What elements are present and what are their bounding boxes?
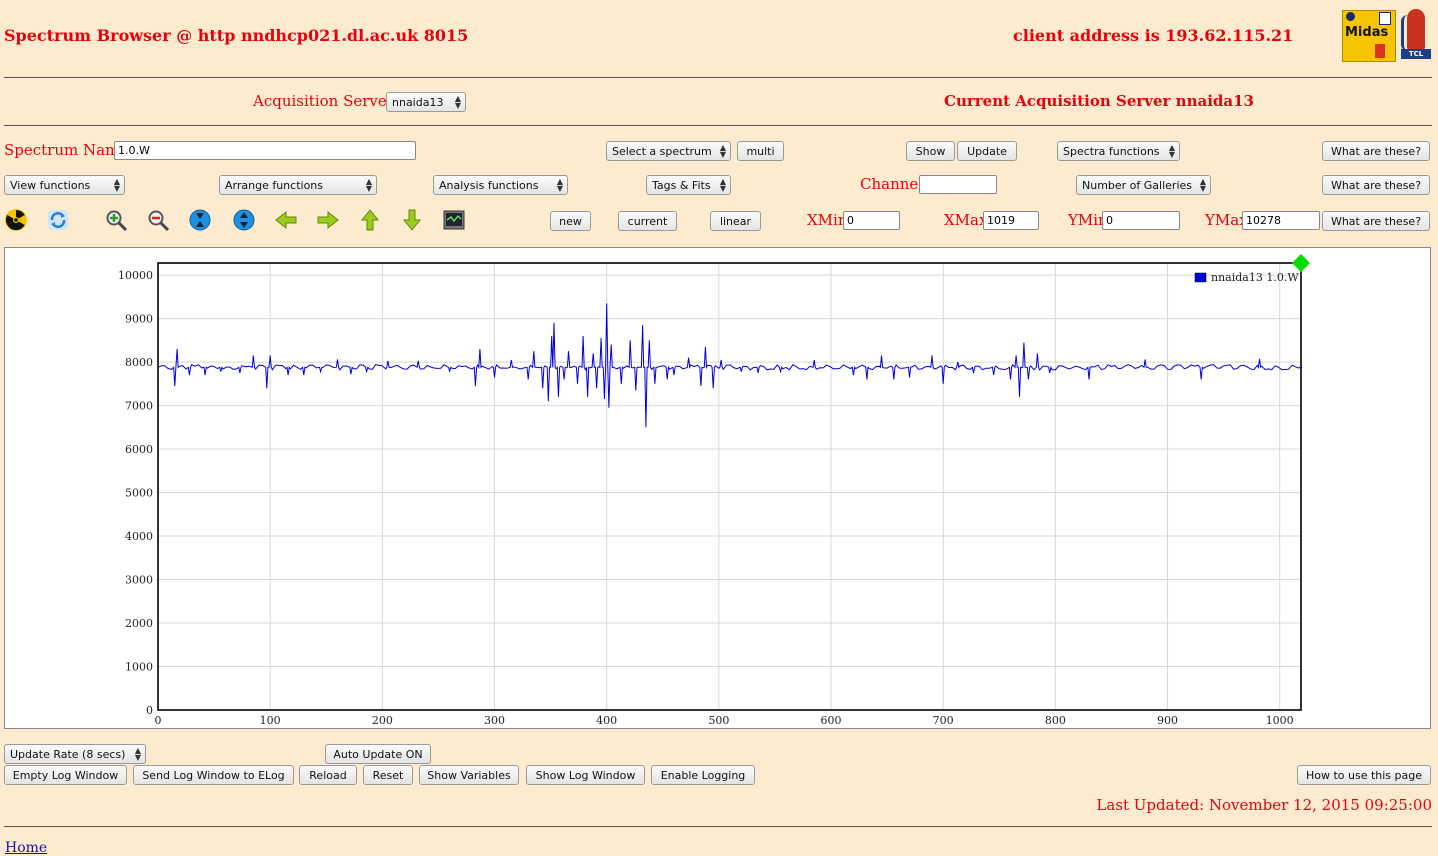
chevron-updown-icon: ▲ ▼ (1168, 143, 1175, 159)
show-variables-button[interactable]: Show Variables (419, 765, 519, 785)
channel-label: Channel: (860, 175, 929, 193)
x-tick-label: 800 (1045, 714, 1066, 727)
empty-log-button[interactable]: Empty Log Window (4, 765, 127, 785)
legend-label: nnaida13 1.0.W (1211, 271, 1299, 284)
spectrum-name-input[interactable]: 1.0.W (114, 141, 416, 160)
x-tick-label: 1000 (1266, 714, 1294, 727)
home-link[interactable]: Home (5, 840, 48, 856)
help-button-spectrum[interactable]: What are these? (1322, 141, 1430, 161)
tcl-logo[interactable]: TCL (1399, 9, 1431, 59)
linear-button[interactable]: linear (710, 211, 761, 231)
number-of-galleries-select[interactable]: Number of Galleries ▲ ▼ (1076, 175, 1211, 195)
ymin-label: YMin (1068, 211, 1108, 229)
enable-logging-button[interactable]: Enable Logging (651, 765, 755, 785)
radiation-icon[interactable] (4, 208, 28, 232)
y-tick-label: 2000 (125, 617, 153, 630)
y-tick-label: 8000 (125, 356, 153, 369)
page-title: Spectrum Browser @ http nndhcp021.dl.ac.… (4, 26, 469, 45)
analysis-functions-select[interactable]: Analysis functions ▲ ▼ (433, 175, 568, 195)
spectrum-chart-panel[interactable]: 0 100 200 300 400 500 600 700 800 900 1000 0 1000 200… (4, 247, 1431, 729)
chevron-updown-icon: ▲ ▼ (113, 177, 120, 193)
arrow-down-icon[interactable] (400, 208, 424, 232)
monitor-icon[interactable] (442, 208, 466, 232)
chevron-updown-icon: ▲ ▼ (556, 177, 563, 193)
current-server: Current Acquisition Server nnaida13 (944, 92, 1254, 110)
arrow-right-icon[interactable] (316, 208, 340, 232)
arrow-up-icon[interactable] (358, 208, 382, 232)
green-diamond-icon (1292, 254, 1310, 272)
channel-input[interactable] (919, 175, 997, 194)
y-tick-label: 5000 (125, 487, 153, 500)
xmax-label: XMax (944, 211, 988, 229)
spectrum-chart[interactable]: 0 100 200 300 400 500 600 700 800 900 100001000200… (5, 248, 1430, 728)
ymin-input[interactable]: 0 (1102, 211, 1180, 230)
update-rate-select[interactable]: Update Rate (8 secs) ▲ ▼ (4, 744, 146, 764)
x-tick-label: 400 (596, 714, 617, 727)
xmin-input[interactable]: 0 (843, 211, 900, 230)
y-tick-label: 4000 (125, 530, 153, 543)
help-button-functions[interactable]: What are these? (1322, 175, 1430, 195)
chevron-updown-icon: ▲ ▼ (1199, 177, 1206, 193)
chevron-updown-icon: ▲ ▼ (719, 143, 726, 159)
ymax-input[interactable]: 10278 (1242, 211, 1320, 230)
show-log-window-button[interactable]: Show Log Window (526, 765, 645, 785)
spectrum-name-label: Spectrum Name: (4, 141, 134, 159)
x-tick-label: 900 (1157, 714, 1178, 727)
tags-fits-select[interactable]: Tags & Fits ▲ ▼ (646, 175, 731, 195)
midas-logo[interactable]: Midas (1342, 10, 1396, 62)
reload-button[interactable]: Reload (299, 765, 357, 785)
x-tick-label: 200 (372, 714, 393, 727)
zoom-out-icon[interactable] (146, 208, 170, 232)
divider (4, 77, 1432, 78)
acquisition-server-select[interactable]: nnaida13 ▲ ▼ (386, 92, 466, 112)
xmax-input[interactable]: 1019 (983, 211, 1039, 230)
new-button[interactable]: new (550, 211, 591, 231)
y-tick-label: 1000 (125, 661, 153, 674)
show-button[interactable]: Show (906, 141, 955, 161)
zoom-in-icon[interactable] (104, 208, 128, 232)
select-spectrum-select[interactable]: Select a spectrum ▲ ▼ (606, 141, 731, 161)
y-tick-label: 7000 (125, 400, 153, 413)
last-updated: Last Updated: November 12, 2015 09:25:00 (1096, 796, 1432, 814)
chevron-updown-icon: ▲ ▼ (134, 746, 141, 762)
chevron-updown-icon: ▲ ▼ (454, 94, 461, 110)
ymax-label: YMax (1205, 211, 1248, 229)
x-tick-label: 600 (821, 714, 842, 727)
x-tick-label: 500 (708, 714, 729, 727)
x-tick-label: 100 (260, 714, 281, 727)
view-functions-select[interactable]: View functions ▲ ▼ (4, 175, 125, 195)
client-address: client address is 193.62.115.21 (1013, 26, 1294, 45)
spectra-functions-select[interactable]: Spectra functions ▲ ▼ (1057, 141, 1180, 161)
multi-button[interactable]: multi (737, 141, 784, 161)
x-tick-label: 300 (484, 714, 505, 727)
series-line (157, 303, 1303, 428)
send-log-elog-button[interactable]: Send Log Window to ELog (133, 765, 294, 785)
arrange-functions-select[interactable]: Arrange functions ▲ ▼ (219, 175, 377, 195)
reset-button[interactable]: Reset (363, 765, 413, 785)
expand-vertical-icon[interactable] (232, 208, 256, 232)
divider (4, 125, 1432, 126)
legend-swatch (1194, 272, 1207, 283)
how-to-use-button[interactable]: How to use this page (1297, 765, 1431, 785)
chevron-updown-icon: ▲ ▼ (365, 177, 372, 193)
plot-frame (157, 262, 1302, 711)
current-button[interactable]: current (618, 211, 677, 231)
refresh-icon[interactable] (46, 208, 70, 232)
y-tick-label: 9000 (125, 313, 153, 326)
xmin-label: XMin (807, 211, 848, 229)
divider (4, 826, 1432, 827)
chevron-updown-icon: ▲ ▼ (719, 177, 726, 193)
help-button-axes[interactable]: What are these? (1322, 211, 1430, 231)
y-tick-label: 6000 (125, 443, 153, 456)
x-tick-label: 0 (155, 714, 162, 727)
update-button[interactable]: Update (957, 141, 1017, 161)
acquisition-servers-label: Acquisition Servers (253, 92, 402, 110)
compress-vertical-icon[interactable] (188, 208, 212, 232)
auto-update-button[interactable]: Auto Update ON (325, 744, 431, 764)
y-tick-label: 10000 (118, 269, 153, 282)
arrow-left-icon[interactable] (274, 208, 298, 232)
y-tick-label: 0 (146, 704, 153, 717)
y-tick-label: 3000 (125, 574, 153, 587)
x-tick-label: 700 (933, 714, 954, 727)
